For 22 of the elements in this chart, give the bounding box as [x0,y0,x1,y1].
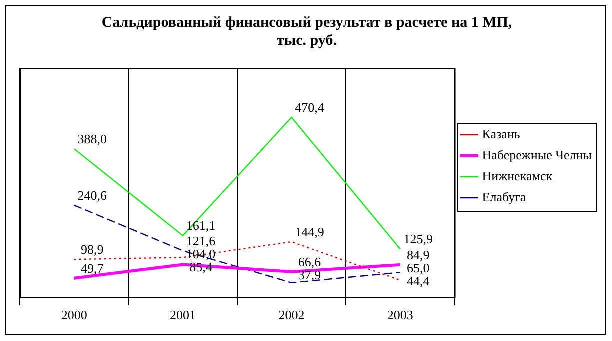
data-label: 44,4 [407,273,430,288]
data-label: 98,9 [80,242,104,258]
legend-label: Набережные Челны [482,147,592,162]
legend-label: Нижнекамск [482,168,554,184]
data-label: 49,7 [80,260,104,276]
x-tick-label: 2002 [278,308,305,323]
data-label: 65,0 [407,260,430,276]
legend-label: Казань [482,126,520,142]
x-tick-label: 2003 [387,308,414,323]
data-label: 470,4 [295,100,325,115]
legend-label: Елабуга [482,189,526,204]
data-label: 37,9 [298,267,322,282]
data-label: 66,6 [298,254,322,270]
data-label: 84,9 [407,247,430,262]
data-label: 121,6 [186,233,216,248]
data-label: 125,9 [404,232,434,247]
data-label: 144,9 [295,224,324,240]
x-tick-label: 2000 [61,308,88,323]
data-label: 240,6 [78,188,108,203]
x-tick-label: 2001 [170,308,196,323]
data-label: 388,0 [78,131,107,146]
chart-title: Сальдированный финансовый результат в расчете на 1 МП, тыс. руб. [102,14,512,49]
